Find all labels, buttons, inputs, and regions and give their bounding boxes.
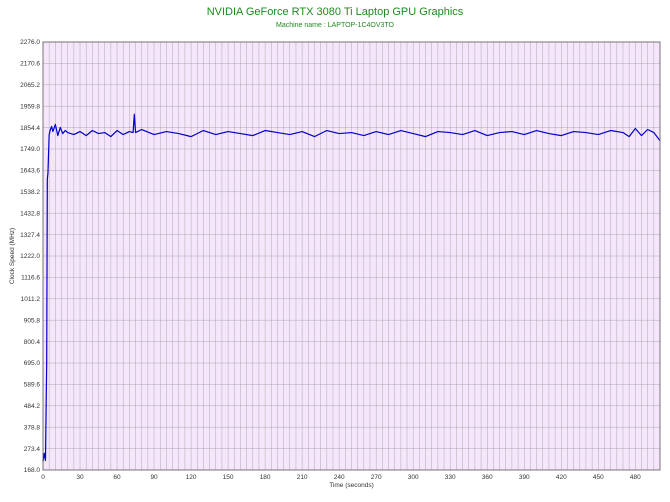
y-tick-label: 1222.0: [20, 253, 40, 260]
x-tick-label: 180: [260, 474, 271, 481]
y-tick-label: 1538.2: [20, 189, 40, 196]
y-tick-label: 1959.8: [20, 103, 40, 110]
y-tick-label: 1854.4: [20, 125, 40, 132]
y-tick-label: 2170.6: [20, 61, 40, 68]
x-axis-label: Time (seconds): [329, 482, 374, 489]
y-tick-label: 589.6: [24, 382, 41, 389]
x-tick-label: 210: [297, 474, 308, 481]
plot-frame: [42, 41, 661, 471]
y-tick-label: 2065.2: [20, 82, 40, 89]
y-tick-label: 905.8: [24, 317, 41, 324]
x-tick-label: 480: [630, 474, 641, 481]
x-tick-label: 450: [593, 474, 604, 481]
y-tick-label: 695.0: [24, 360, 41, 367]
series-layer: [42, 113, 661, 462]
y-tick-label: 1432.8: [20, 210, 40, 217]
x-tick-label: 300: [408, 474, 419, 481]
x-tick-label: 150: [223, 474, 234, 481]
x-tick-label: 330: [445, 474, 456, 481]
y-tick-label: 1327.4: [20, 232, 40, 239]
y-tick-label: 1011.2: [21, 296, 41, 303]
x-tick-label: 120: [186, 474, 197, 481]
y-tick-labels: 168.0 273.4 378.8 484.2 589.6 695.0 800.4 905.8…: [20, 39, 40, 474]
grid-lines: [43, 42, 660, 470]
y-tick-label: 378.8: [24, 424, 41, 431]
x-tick-label: 60: [113, 474, 121, 481]
y-tick-label: 2276.0: [20, 39, 40, 46]
y-tick-label: 273.4: [24, 446, 41, 453]
x-tick-label: 360: [482, 474, 493, 481]
x-tick-label: 270: [371, 474, 382, 481]
x-tick-labels: 0 30 60 90 120 150 180 210 240 270 300 330 360 390 420…: [41, 474, 641, 481]
x-tick-label: 0: [41, 474, 45, 481]
chart-title: NVIDIA GeForce RTX 3080 Ti Laptop GPU Gr…: [206, 6, 464, 18]
y-tick-label: 484.2: [24, 403, 41, 410]
x-tick-label: 420: [556, 474, 567, 481]
y-tick-label: 1116.6: [21, 275, 40, 282]
x-tick-label: 390: [519, 474, 530, 481]
y-tick-label: 800.4: [24, 339, 41, 346]
y-tick-label: 1643.6: [20, 168, 40, 175]
x-tick-label: 90: [150, 474, 158, 481]
y-tick-label: 168.0: [24, 467, 41, 474]
y-axis-label: Clock Speed (MHz): [9, 228, 16, 284]
series-line: [42, 113, 661, 462]
y-tick-label: 1749.0: [20, 146, 40, 153]
x-tick-label: 240: [334, 474, 345, 481]
chart-subtitle: Machine name : LAPTOP-1C4OV3TO: [275, 22, 394, 29]
x-tick-label: 30: [76, 474, 84, 481]
